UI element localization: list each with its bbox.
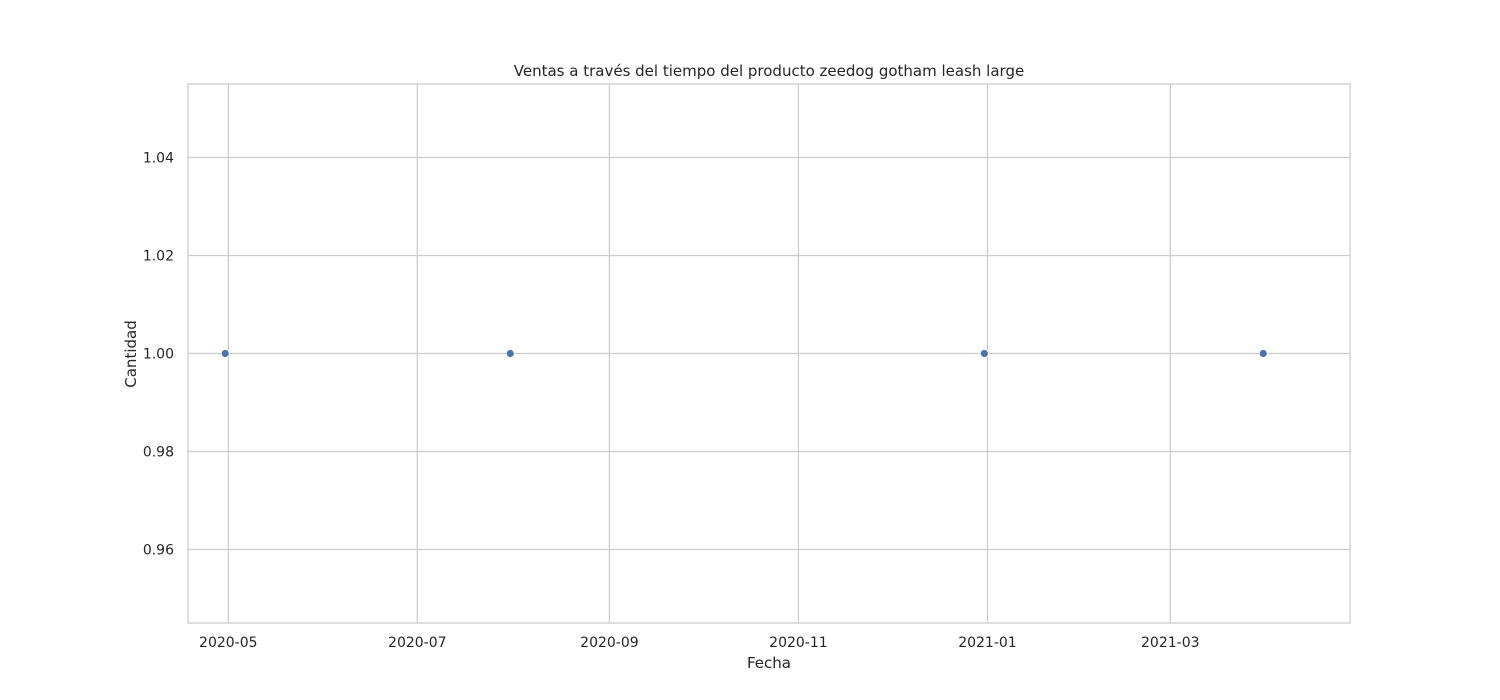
y-tick-label: 0.96 bbox=[143, 543, 174, 559]
data-point bbox=[220, 349, 230, 358]
chart-title: Ventas a través del tiempo del producto … bbox=[514, 62, 1024, 80]
x-axis-label: Fecha bbox=[747, 654, 791, 672]
x-tick-label: 2020-05 bbox=[199, 635, 258, 651]
data-point bbox=[979, 349, 989, 358]
x-tick-label: 2020-09 bbox=[580, 635, 639, 651]
y-axis-label: Cantidad bbox=[122, 320, 140, 387]
y-tick-labels: 0.96 0.98 1.00 1.02 1.04 bbox=[143, 151, 174, 559]
y-tick-label: 0.98 bbox=[143, 445, 174, 461]
data-point bbox=[1258, 349, 1268, 358]
x-tick-label: 2020-11 bbox=[769, 635, 828, 651]
points-layer bbox=[220, 349, 1268, 358]
y-tick-label: 1.02 bbox=[143, 249, 174, 265]
y-tick-label: 1.04 bbox=[143, 151, 174, 167]
x-tick-label: 2020-07 bbox=[388, 635, 447, 651]
grid-layer bbox=[188, 84, 1350, 623]
x-tick-label: 2021-03 bbox=[1141, 635, 1200, 651]
data-point bbox=[505, 349, 515, 358]
x-tick-labels: 2020-05 2020-07 2020-09 2020-11 2021-01 2021-… bbox=[199, 635, 1199, 651]
plot-frame bbox=[187, 83, 1351, 624]
x-tick-label: 2021-01 bbox=[958, 635, 1017, 651]
y-tick-label: 1.00 bbox=[143, 347, 174, 363]
